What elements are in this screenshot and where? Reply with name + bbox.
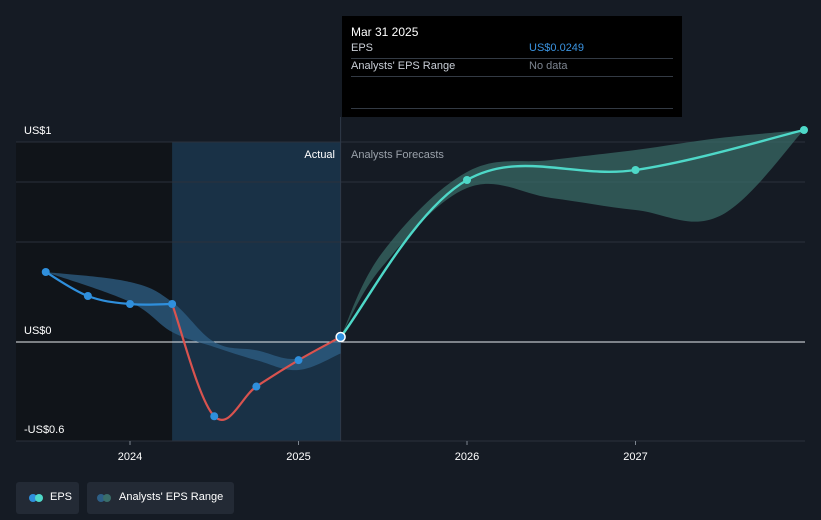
eps-point-actual-2: [126, 300, 134, 308]
eps-points: [41, 126, 808, 421]
legend-eps-swatch-icon: [29, 494, 37, 502]
tooltip: Mar 31 2025 EPS US$0.0249 Analysts' EPS …: [342, 16, 682, 117]
x-tick-label-1: 2025: [286, 451, 310, 463]
legend-eps[interactable]: EPS: [16, 482, 79, 514]
eps-point-actual-1: [83, 292, 92, 300]
tooltip-range-label: Analysts' EPS Range: [351, 60, 456, 72]
tooltip-date: Mar 31 2025: [351, 25, 419, 39]
y-label-2: -US$0.6: [24, 424, 64, 436]
tooltip-range-value: No data: [529, 60, 568, 72]
eps-point-actual-5: [252, 382, 261, 391]
tooltip-range-row: Analysts' EPS Range No data: [351, 58, 673, 77]
eps-line-forecast: [339, 128, 805, 338]
x-tick-label-3: 2027: [623, 451, 647, 463]
tooltip-eps-row: EPS US$0.0249: [351, 40, 673, 59]
y-axis-labels: US$1 US$0 -US$0.6: [24, 125, 64, 436]
legend-range[interactable]: Analysts' EPS Range: [87, 482, 234, 514]
eps-range-areas: [45, 130, 804, 371]
tooltip-divider: [351, 108, 673, 109]
y-label-1: US$0: [24, 325, 52, 337]
tooltip-eps-label: EPS: [351, 42, 374, 54]
legend-eps-label: EPS: [50, 491, 73, 503]
legend-range-swatch-icon: [97, 494, 105, 502]
actual-period-band: [172, 142, 341, 441]
eps-lines: [45, 128, 805, 421]
eps-point-actual-6: [294, 356, 303, 365]
range-area-actual: [45, 272, 341, 371]
tooltip-eps-value: US$0.0249: [529, 42, 585, 54]
x-tick-label-2: 2026: [455, 451, 479, 463]
eps-point-actual-7: [335, 331, 346, 343]
range-area-forecast: [340, 130, 804, 338]
eps-point-forecast-1: [631, 166, 640, 174]
x-axis-ticks: 2024 2025 2026 2027: [118, 441, 648, 463]
section-label-actual: Actual: [304, 149, 335, 161]
section-label-forecast: Analysts Forecasts: [351, 149, 444, 161]
eps-point-actual-3: [168, 300, 177, 308]
eps-line-negative: [171, 303, 342, 421]
eps-point-actual-4: [210, 412, 219, 421]
y-label-0: US$1: [24, 125, 52, 137]
legend-range-swatch-secondary-icon: [103, 494, 111, 502]
legend-range-label: Analysts' EPS Range: [119, 491, 224, 503]
legend-eps-swatch-secondary-icon: [35, 494, 43, 502]
eps-point-actual-0: [41, 268, 50, 276]
eps-line-early: [45, 271, 173, 306]
eps-point-forecast-0: [463, 176, 471, 184]
eps-point-forecast-2: [800, 126, 808, 134]
x-tick-label-0: 2024: [118, 451, 142, 463]
